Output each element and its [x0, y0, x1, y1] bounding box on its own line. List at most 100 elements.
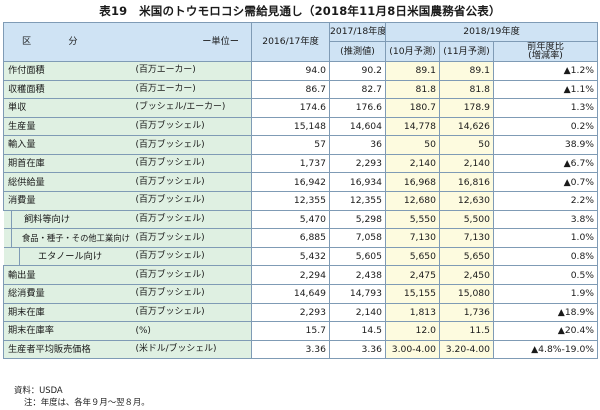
value-2018-oct: 15,155: [385, 284, 440, 304]
row-unit: (%): [133, 321, 252, 341]
value-2017: 176.6: [329, 98, 386, 118]
value-2017: 36: [329, 135, 386, 155]
table-row: 生産者平均販売価格 (米ドル/ブッシェル) 3.36 3.36 3.00-4.00 3.2…: [3, 339, 599, 360]
header-2016: 2016/17年度: [251, 22, 330, 62]
row-unit: (百万ブッシェル): [133, 191, 252, 211]
row-unit: (百万ブッシェル): [133, 172, 252, 193]
table-row: 期末在庫 (百万ブッシェル) 2,293 2,140 1,813 1,736 ▲18.9%: [3, 302, 599, 323]
value-2018-nov: 3.20-4.00: [439, 339, 494, 360]
row-unit: (百万ブッシェル): [133, 116, 252, 137]
value-2018-oct: 1,813: [385, 302, 440, 323]
row-unit: (百万ブッシェル): [133, 265, 252, 286]
value-2018-oct: 12.0: [385, 321, 440, 341]
row-item: 生産量: [3, 116, 134, 137]
header-2018-nov: (11月予測): [439, 40, 494, 62]
row-unit: (百万ブッシェル): [133, 302, 252, 323]
header-change-sub: (増減率): [528, 50, 563, 62]
table-row: 単収 (ブッシェル/エーカー) 174.6 176.6 180.7 178.9 1.3%: [3, 98, 599, 118]
row-item: 期末在庫率: [3, 321, 134, 341]
value-change: ▲4.8%-19.0%: [492, 339, 599, 360]
header-change: 前年度比 (増減率): [492, 40, 599, 62]
value-2017: 2,438: [329, 265, 386, 286]
value-change: 0.5%: [492, 265, 599, 286]
value-change: ▲1.1%: [492, 79, 599, 100]
value-2017: 3.36: [329, 339, 386, 360]
value-2018-oct: 3.00-4.00: [385, 339, 440, 360]
value-2016: 174.6: [251, 98, 330, 118]
value-2018-nov: 5,500: [439, 209, 494, 230]
table-row: 作付面積 (百万エーカー) 94.0 90.2 89.1 89.1 ▲1.2%: [3, 60, 599, 81]
row-unit: (百万ブッシェル): [133, 209, 252, 230]
value-2018-nov: 5,650: [439, 246, 494, 267]
value-change: ▲6.7%: [492, 153, 599, 174]
indent-spacer: [3, 209, 12, 230]
table-row: 消費量 (百万ブッシェル) 12,355 12,355 12,680 12,630 2.2%: [3, 191, 599, 211]
value-2016: 15.7: [251, 321, 330, 341]
value-2016: 5,432: [251, 246, 330, 267]
table-body: 作付面積 (百万エーカー) 94.0 90.2 89.1 89.1 ▲1.2% 収穫面積 (百万…: [3, 60, 599, 360]
value-2018-nov: 7,130: [439, 228, 494, 248]
value-2018-oct: 16,968: [385, 172, 440, 193]
value-2018-nov: 12,630: [439, 191, 494, 211]
header-2017: 2017/18年度: [329, 22, 386, 42]
footnote: 注：年度は、各年９月〜翌８月。: [24, 396, 150, 407]
row-unit: (米ドル/ブッシェル): [133, 339, 252, 360]
source-note: 資料：USDA: [14, 385, 63, 395]
value-change: 1.3%: [492, 98, 599, 118]
row-item: 輸出量: [3, 265, 134, 286]
row-unit: (ブッシェル/エーカー): [133, 98, 252, 118]
value-2017: 14.5: [329, 321, 386, 341]
value-2018-oct: 5,650: [385, 246, 440, 267]
value-2018-oct: 5,550: [385, 209, 440, 230]
row-unit: (百万ブッシェル): [133, 246, 252, 267]
row-item: 生産者平均販売価格: [3, 339, 134, 360]
table-row: 飼料等向け (百万ブッシェル) 5,470 5,298 5,550 5,500 3.8%: [3, 209, 599, 230]
value-2017: 16,934: [329, 172, 386, 193]
value-2018-oct: 7,130: [385, 228, 440, 248]
value-change: ▲20.4%: [492, 321, 599, 341]
row-item: 総供給量: [3, 172, 134, 193]
row-item: 単収: [3, 98, 134, 118]
value-2017: 5,298: [329, 209, 386, 230]
header-unit-label: ー単位ー: [202, 36, 239, 48]
value-change: ▲1.2%: [492, 60, 599, 81]
row-unit: (百万ブッシェル): [133, 228, 252, 248]
value-2018-oct: 2,475: [385, 265, 440, 286]
value-change: 1.9%: [492, 284, 599, 304]
value-2018-nov: 11.5: [439, 321, 494, 341]
table-row: 輸入量 (百万ブッシェル) 57 36 50 50 38.9%: [3, 135, 599, 155]
row-item: 収穫面積: [3, 79, 134, 100]
row-unit: (百万ブッシェル): [133, 135, 252, 155]
value-2016: 57: [251, 135, 330, 155]
row-unit: (百万エーカー): [133, 79, 252, 100]
value-2016: 2,293: [251, 302, 330, 323]
table-row: 収穫面積 (百万エーカー) 86.7 82.7 81.8 81.8 ▲1.1%: [3, 79, 599, 100]
row-item: 総消費量: [3, 284, 134, 304]
value-change: 38.9%: [492, 135, 599, 155]
row-item: 消費量: [3, 191, 134, 211]
header-change-label: 前年度比: [527, 41, 564, 52]
row-item: 輸入量: [3, 135, 134, 155]
row-unit: (百万ブッシェル): [133, 153, 252, 174]
row-item: 期首在庫: [3, 153, 134, 174]
row-item: エタノール向け: [19, 246, 134, 267]
header-2018-oct: (10月予測): [385, 40, 440, 62]
value-change: 3.8%: [492, 209, 599, 230]
value-2016: 3.36: [251, 339, 330, 360]
value-2018-nov: 2,140: [439, 153, 494, 174]
value-2016: 12,355: [251, 191, 330, 211]
value-2018-nov: 14,626: [439, 116, 494, 137]
indent-spacer: [3, 246, 12, 267]
value-2018-nov: 89.1: [439, 60, 494, 81]
value-2016: 86.7: [251, 79, 330, 100]
table-row: 期末在庫率 (%) 15.7 14.5 12.0 11.5 ▲20.4%: [3, 321, 599, 341]
value-2017: 5,605: [329, 246, 386, 267]
notes: 資料：USDA 注：年度は、各年９月〜翌８月。: [14, 385, 150, 408]
value-2016: 16,942: [251, 172, 330, 193]
value-2018-nov: 2,450: [439, 265, 494, 286]
value-2018-nov: 15,080: [439, 284, 494, 304]
indent-spacer: [11, 246, 20, 267]
value-2017: 7,058: [329, 228, 386, 248]
row-unit: (百万エーカー): [133, 60, 252, 81]
value-change: 1.0%: [492, 228, 599, 248]
